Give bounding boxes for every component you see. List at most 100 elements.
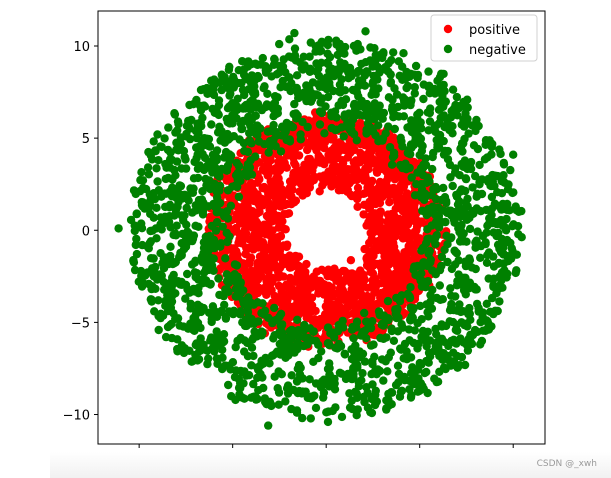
- scatter-point: [215, 172, 224, 181]
- scatter-point: [426, 258, 435, 267]
- scatter-point: [337, 412, 347, 422]
- scatter-point: [274, 273, 283, 282]
- scatter-point: [260, 166, 270, 176]
- scatter-point: [303, 145, 312, 155]
- scatter-point: [354, 172, 363, 182]
- scatter-point: [431, 324, 440, 334]
- scatter-point: [237, 124, 247, 133]
- scatter-point: [336, 283, 345, 292]
- scatter-point: [363, 119, 373, 128]
- scatter-point: [223, 161, 233, 170]
- scatter-point: [241, 250, 250, 259]
- scatter-point: [437, 322, 447, 331]
- scatter-point: [249, 77, 259, 86]
- scatter-point: [326, 329, 335, 338]
- scatter-point: [453, 326, 462, 335]
- scatter-point: [232, 158, 241, 168]
- scatter-point: [432, 194, 441, 204]
- scatter-point: [514, 230, 523, 239]
- scatter-point: [269, 334, 278, 343]
- scatter-point: [313, 91, 323, 100]
- scatter-point: [273, 384, 282, 393]
- scatter-point: [335, 368, 345, 377]
- scatter-point: [431, 240, 440, 249]
- scatter-point: [251, 152, 260, 161]
- scatter-point: [443, 146, 453, 156]
- scatter-point: [299, 88, 309, 97]
- scatter-point: [160, 134, 169, 143]
- scatter-point: [495, 297, 504, 306]
- scatter-point: [380, 261, 390, 271]
- y-tick-label: 10: [73, 40, 90, 55]
- scatter-point: [328, 150, 337, 159]
- scatter-point: [333, 50, 342, 60]
- scatter-point: [305, 294, 314, 303]
- scatter-point: [258, 183, 267, 193]
- scatter-point: [274, 281, 284, 291]
- scatter-point: [286, 312, 295, 322]
- scatter-point: [371, 131, 380, 140]
- scatter-point: [384, 303, 393, 312]
- scatter-point: [232, 114, 241, 123]
- scatter-point: [350, 145, 359, 154]
- scatter-point: [174, 119, 183, 129]
- scatter-point: [241, 259, 250, 269]
- scatter-point: [473, 189, 482, 198]
- scatter-point: [390, 124, 399, 134]
- scatter-point: [305, 183, 314, 192]
- scatter-point: [360, 397, 369, 407]
- scatter-point: [400, 372, 409, 382]
- scatter-point: [484, 274, 493, 283]
- scatter-point: [306, 414, 315, 423]
- scatter-point: [340, 49, 349, 58]
- scatter-point: [196, 118, 205, 127]
- scatter-point: [276, 147, 286, 156]
- legend-marker-negative: [443, 44, 453, 54]
- scatter-point: [272, 93, 282, 102]
- scatter-point: [376, 293, 385, 302]
- scatter-point: [437, 334, 447, 343]
- scatter-point: [428, 164, 437, 174]
- scatter-point: [471, 264, 480, 274]
- scatter-point: [244, 85, 254, 94]
- scatter-point: [428, 202, 437, 211]
- scatter-point: [445, 317, 454, 326]
- scatter-point: [487, 150, 496, 159]
- scatter-point: [177, 249, 186, 258]
- scatter-point: [456, 307, 465, 317]
- scatter-point: [189, 231, 199, 240]
- scatter-point: [305, 375, 314, 384]
- scatter-point: [272, 263, 282, 272]
- scatter-point: [290, 44, 300, 53]
- scatter-point: [262, 290, 271, 299]
- scatter-point: [315, 187, 324, 196]
- scatter-point: [348, 404, 357, 414]
- scatter-point: [284, 279, 294, 289]
- scatter-point: [309, 161, 318, 171]
- scatter-point: [267, 205, 276, 214]
- scatter-point: [366, 323, 376, 333]
- scatter-point: [343, 310, 352, 319]
- scatter-point: [267, 215, 277, 224]
- scatter-point: [473, 227, 482, 236]
- scatter-point: [441, 364, 450, 374]
- scatter-point: [173, 335, 182, 344]
- scatter-point: [353, 202, 362, 211]
- legend-label-positive: positive: [469, 23, 520, 38]
- scatter-point: [240, 146, 249, 156]
- scatter-point: [386, 232, 396, 241]
- scatter-point: [257, 327, 266, 336]
- scatter-point: [456, 143, 466, 153]
- scatter-point: [352, 317, 362, 326]
- legend-box: [430, 14, 538, 62]
- scatter-point: [363, 150, 372, 159]
- scatter-point: [314, 64, 323, 73]
- scatter-point: [465, 224, 475, 234]
- scatter-point: [315, 107, 325, 116]
- scatter-point: [144, 170, 154, 179]
- scatter-point: [413, 365, 423, 374]
- scatter-point: [205, 142, 215, 151]
- scatter-point: [455, 197, 464, 206]
- scatter-point: [344, 118, 353, 127]
- scatter-point: [378, 114, 387, 123]
